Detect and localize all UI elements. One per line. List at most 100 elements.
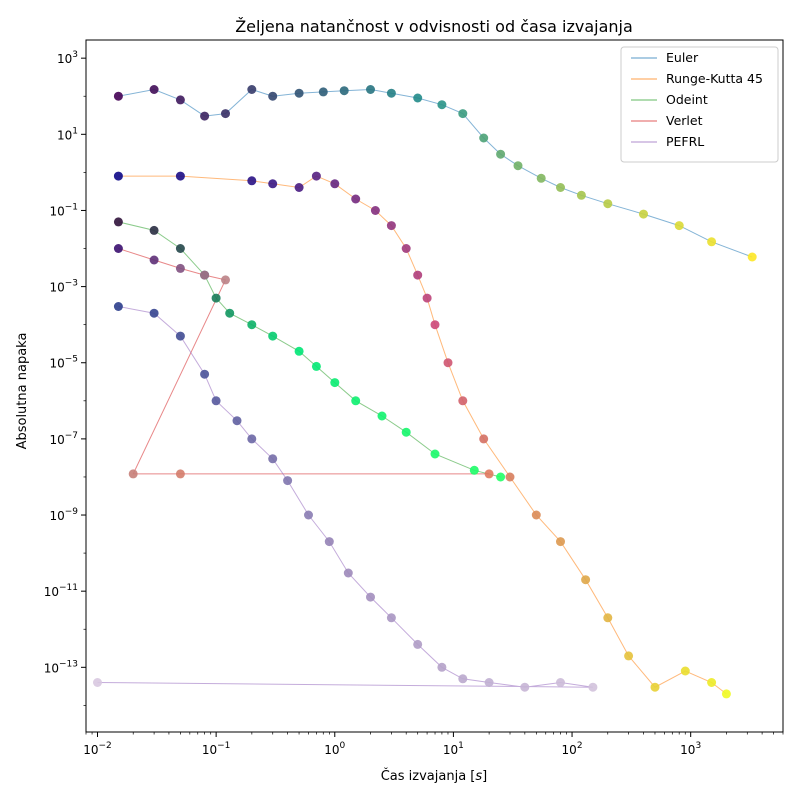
data-point-euler — [496, 149, 506, 159]
series-points — [93, 85, 757, 699]
plot-frame — [85, 39, 784, 733]
data-point-pefrl — [175, 331, 185, 341]
data-point-pefrl — [343, 568, 353, 578]
data-point-odeint — [377, 411, 387, 421]
data-point-pefrl — [113, 302, 123, 311]
data-point-runge-kutta-45 — [479, 434, 489, 444]
data-point-runge-kutta-45 — [650, 682, 660, 692]
data-point-euler — [603, 199, 613, 209]
series-line-euler — [118, 88, 753, 258]
data-point-pefrl — [232, 416, 242, 426]
y-tick-label: 10−9 — [49, 507, 78, 523]
y-tick-label: 10−1 — [49, 202, 78, 218]
data-point-verlet — [175, 263, 185, 273]
data-point-pefrl — [200, 369, 210, 379]
data-point-euler — [386, 88, 396, 98]
data-point-runge-kutta-45 — [370, 206, 380, 215]
data-point-pefrl — [386, 613, 396, 623]
data-point-odeint — [330, 378, 340, 388]
data-point-pefrl — [324, 537, 334, 547]
data-point-euler — [576, 190, 586, 200]
data-point-runge-kutta-45 — [422, 293, 432, 303]
data-point-verlet — [484, 469, 494, 479]
data-point-runge-kutta-45 — [268, 179, 278, 189]
data-point-runge-kutta-45 — [330, 179, 340, 189]
data-point-euler — [479, 133, 489, 143]
data-point-odeint — [351, 396, 361, 406]
data-point-odeint — [469, 465, 479, 475]
data-point-euler — [294, 88, 304, 98]
legend-label-pefrl: PEFRL — [666, 134, 704, 149]
data-point-pefrl — [556, 678, 565, 687]
data-point-pefrl — [520, 682, 530, 692]
data-point-pefrl — [283, 476, 293, 486]
data-point-pefrl — [437, 662, 447, 672]
legend-label-odeint: Odeint — [666, 92, 708, 107]
data-point-euler — [437, 100, 447, 110]
data-point-verlet — [175, 469, 185, 479]
data-point-euler — [639, 209, 648, 219]
data-point-euler — [413, 93, 423, 103]
data-point-verlet — [149, 255, 159, 265]
y-tick-label: 10−13 — [44, 659, 78, 675]
y-tick-label: 10−7 — [49, 431, 78, 447]
data-point-runge-kutta-45 — [603, 613, 613, 623]
data-point-euler — [366, 85, 375, 94]
x-axis: 10−2 10−1 100 101 102 103 — [83, 732, 784, 757]
data-point-pefrl — [366, 592, 375, 602]
data-point-euler — [318, 87, 328, 97]
x-tick-label: 100 — [324, 741, 345, 757]
data-point-runge-kutta-45 — [311, 171, 321, 181]
data-point-verlet — [113, 244, 123, 253]
data-point-euler — [339, 86, 349, 96]
x-tick-label: 10−1 — [202, 741, 231, 757]
legend-label-verlet: Verlet — [666, 113, 703, 128]
data-point-euler — [674, 221, 684, 231]
legend: Euler Runge-Kutta 45 Odeint Verlet PEFRL — [620, 46, 779, 163]
y-tick-label: 10−3 — [49, 279, 78, 295]
data-point-odeint — [294, 346, 304, 356]
data-point-runge-kutta-45 — [294, 183, 304, 192]
data-point-odeint — [175, 244, 185, 253]
x-tick-label: 101 — [443, 741, 464, 757]
data-point-odeint — [113, 217, 123, 227]
data-point-runge-kutta-45 — [175, 171, 185, 181]
data-point-pefrl — [211, 396, 221, 406]
data-point-pefrl — [247, 434, 257, 444]
data-point-pefrl — [268, 454, 278, 464]
series-line-pefrl — [97, 306, 593, 688]
x-tick-label: 102 — [562, 741, 583, 757]
data-point-euler — [513, 161, 523, 171]
data-point-runge-kutta-45 — [401, 244, 411, 253]
data-point-odeint — [211, 293, 221, 303]
data-point-runge-kutta-45 — [556, 537, 565, 547]
data-point-runge-kutta-45 — [531, 510, 541, 520]
data-point-verlet — [221, 275, 230, 285]
data-point-runge-kutta-45 — [351, 194, 361, 204]
data-point-odeint — [149, 225, 159, 235]
data-point-odeint — [247, 320, 257, 330]
x-tick-label: 10−2 — [83, 741, 112, 757]
legend-label-runge-kutta-45: Runge-Kutta 45 — [666, 71, 763, 86]
data-point-euler — [247, 85, 257, 94]
data-point-odeint — [496, 472, 506, 482]
chart-title: Željena natančnost v odvisnosti od časa … — [235, 17, 633, 36]
data-point-euler — [175, 95, 185, 105]
data-point-runge-kutta-45 — [707, 678, 717, 687]
y-tick-label: 103 — [57, 50, 78, 66]
y-tick-label: 10−11 — [44, 583, 78, 599]
data-point-odeint — [401, 427, 411, 437]
data-point-runge-kutta-45 — [113, 171, 123, 181]
data-point-euler — [556, 183, 565, 192]
data-point-pefrl — [413, 639, 423, 649]
y-tick-label: 10−5 — [49, 355, 78, 371]
data-point-euler — [458, 109, 468, 119]
data-point-odeint — [268, 331, 278, 341]
data-point-euler — [536, 173, 546, 183]
data-point-pefrl — [304, 510, 313, 520]
data-point-runge-kutta-45 — [430, 320, 440, 330]
data-point-runge-kutta-45 — [581, 575, 591, 585]
data-point-euler — [200, 111, 210, 121]
